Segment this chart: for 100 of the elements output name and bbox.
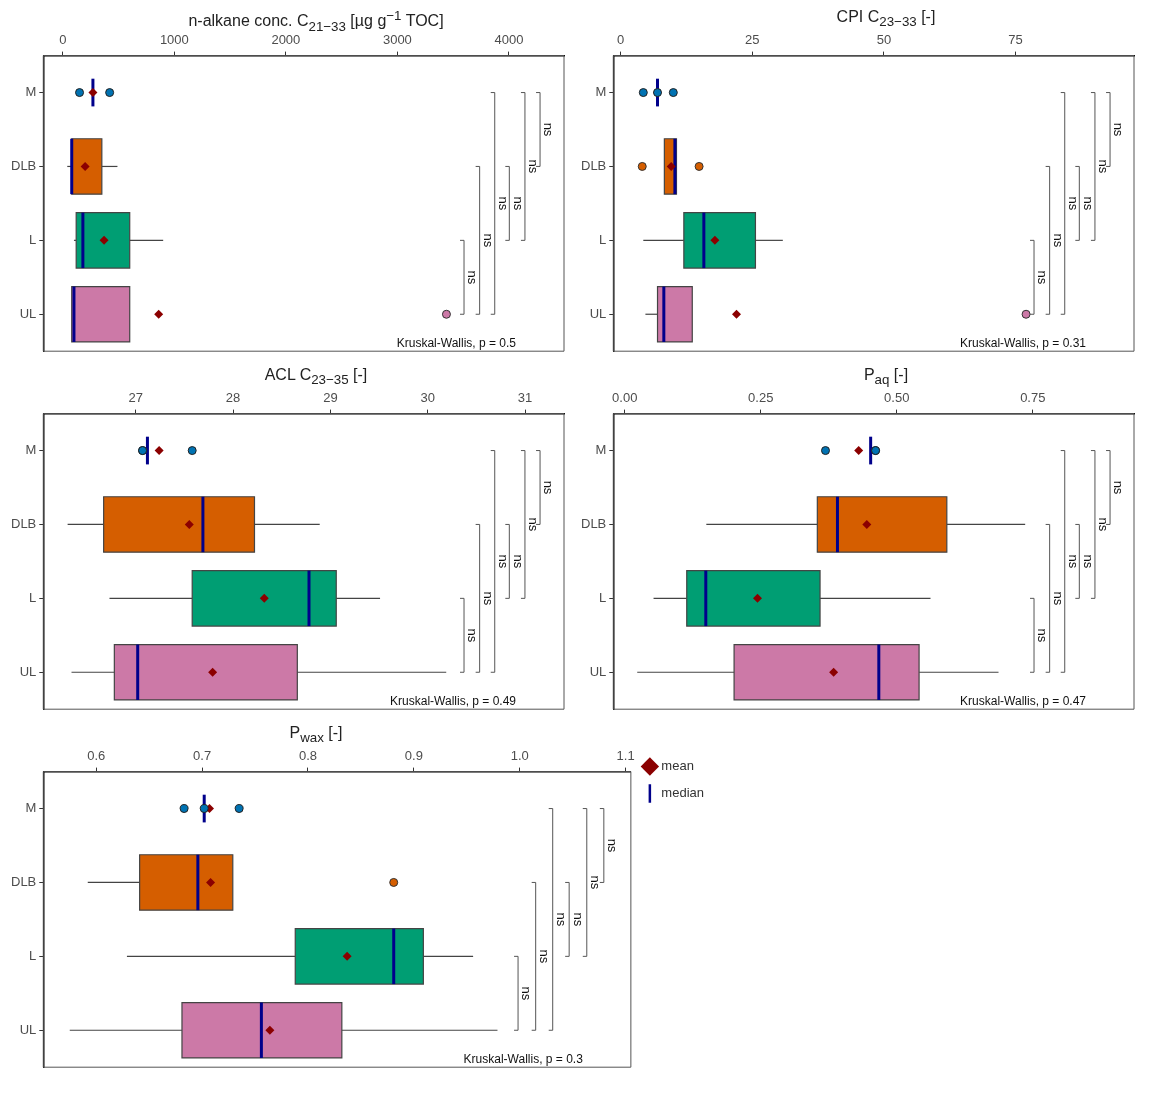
annotation: ns [541, 480, 557, 495]
y-tick-label: M [25, 84, 37, 100]
chart-title: ACL C$_{23−35}$ [-] [263, 366, 369, 388]
point [99, 235, 109, 245]
annotation: ns [541, 122, 557, 137]
y-tick-label: M [595, 84, 607, 100]
y-tick-label: DLB [10, 158, 37, 174]
annotation: ns [1080, 554, 1096, 569]
x-tick-label: 31 [517, 390, 533, 406]
point [731, 309, 741, 319]
annotation: ns [481, 233, 497, 248]
point [154, 446, 164, 456]
chart-title: P$_{aq}$ [-] [862, 366, 910, 388]
annotation: ns [605, 838, 621, 853]
chart-title: n-alkane conc. C$_{21−33}$ [µg g$^{−1}$ TOC] [187, 8, 445, 34]
y-tick-label: L [29, 231, 37, 247]
annotation: ns [496, 196, 512, 211]
x-tick-label: 1000 [159, 32, 189, 48]
x-tick-label: 0.50 [884, 390, 910, 406]
point [75, 88, 85, 98]
point [862, 519, 872, 529]
point [854, 446, 864, 456]
y-tick-label: UL [19, 663, 37, 679]
y-tick-label: UL [19, 305, 37, 321]
annotation: ns [465, 270, 481, 285]
point [710, 235, 720, 245]
annotation: ns [526, 517, 542, 532]
x-tick-label: 0.8 [298, 748, 317, 764]
y-tick-label: DLB [10, 516, 37, 532]
annotation: ns [1051, 233, 1067, 248]
text: median [661, 785, 704, 801]
annotation: ns [570, 912, 586, 927]
annotation: ns [526, 159, 542, 174]
annotation: ns [496, 554, 512, 569]
x-tick-label: 0.00 [612, 390, 638, 406]
annotation: ns [1096, 517, 1112, 532]
y-tick-label: UL [19, 1021, 37, 1037]
point [752, 593, 762, 603]
x-tick-label: 29 [323, 390, 338, 406]
annotation: ns [1066, 554, 1082, 569]
y-tick-label: L [599, 589, 607, 605]
annotation: ns [1096, 159, 1112, 174]
y-tick-label: M [25, 800, 37, 816]
y-tick-label: UL [589, 305, 607, 321]
y-tick-label: L [29, 947, 37, 963]
x-tick-label: 30 [420, 390, 435, 406]
point [666, 161, 676, 171]
annotation: ns [519, 986, 535, 1001]
x-tick-label: 27 [128, 390, 143, 406]
legend-label: mean [661, 758, 694, 774]
annotation: ns [510, 196, 526, 211]
point [820, 446, 830, 456]
point [184, 519, 194, 529]
annotation: Kruskal-Wallis, p = 0.49 [390, 693, 517, 708]
x-tick-label: 1.1 [616, 748, 635, 764]
y-tick-label: L [29, 589, 37, 605]
x-tick-label: 0.75 [1020, 390, 1046, 406]
y-tick-label: UL [589, 663, 607, 679]
point [259, 593, 269, 603]
point [80, 161, 90, 171]
x-tick-label: 0.25 [748, 390, 774, 406]
annotation: ns [465, 628, 481, 643]
point [208, 667, 218, 677]
y-tick-label: M [25, 442, 37, 458]
chart-title: P$_{wax}$ [-] [288, 724, 344, 746]
annotation: Kruskal-Wallis, p = 0.5 [396, 335, 517, 350]
y-tick-label: DLB [580, 158, 607, 174]
x-tick-label: 50 [876, 32, 892, 48]
point [829, 667, 839, 677]
y-tick-label: DLB [580, 516, 607, 532]
annotation: Kruskal-Wallis, p = 0.3 [463, 1051, 584, 1066]
x-tick-label: 4000 [494, 32, 524, 48]
x-tick-label: 3000 [382, 32, 412, 48]
point [342, 951, 352, 961]
point [265, 1025, 275, 1035]
annotation: ns [537, 949, 553, 964]
x-tick-label: 28 [225, 390, 241, 406]
x-tick-label: 0 [617, 32, 625, 48]
point [154, 309, 164, 319]
annotation: ns [1051, 591, 1067, 606]
x-tick-label: 75 [1008, 32, 1023, 48]
x-tick-label: 0.6 [87, 748, 106, 764]
x-tick-label: 0.7 [193, 748, 212, 764]
x-tick-label: 25 [745, 32, 760, 48]
annotation: ns [1111, 480, 1127, 495]
annotation: ns [1035, 628, 1051, 643]
x-tick-label: 0.9 [404, 748, 423, 764]
annotation: Kruskal-Wallis, p = 0.47 [960, 693, 1087, 708]
y-tick-label: DLB [10, 874, 37, 890]
x-tick-label: 2000 [271, 32, 301, 48]
y-tick-label: L [599, 231, 607, 247]
annotation: ns [554, 912, 570, 927]
annotation: ns [510, 554, 526, 569]
annotation: ns [1080, 196, 1096, 211]
point [88, 88, 98, 98]
chart-title: CPI C$_{23−33}$ [-] [835, 8, 937, 30]
point [206, 877, 216, 887]
annotation: ns [588, 875, 604, 890]
x-tick-label: 1.0 [510, 748, 529, 764]
annotation: ns [1035, 270, 1051, 285]
